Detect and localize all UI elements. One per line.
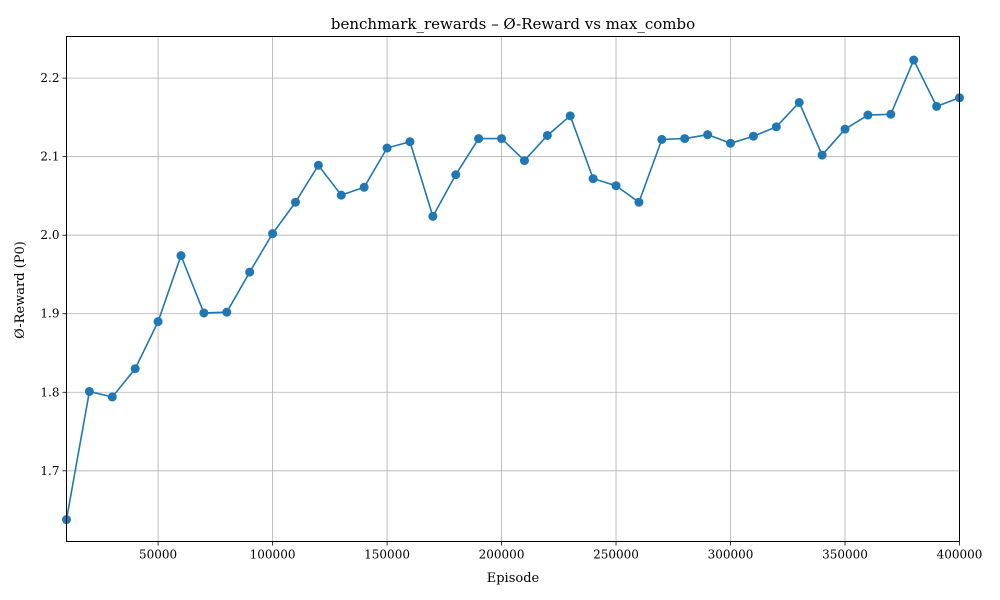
data-point <box>153 317 163 327</box>
grid <box>66 36 960 542</box>
x-tick-label: 250000 <box>593 548 639 562</box>
axis-ticks: 50000 100000 150000 200000 250000 300000 35000… <box>40 71 982 561</box>
data-point <box>542 130 552 140</box>
x-tick-label: 150000 <box>364 548 410 562</box>
data-point <box>840 124 850 134</box>
data-point <box>290 197 300 207</box>
data-point <box>130 364 140 374</box>
data-point <box>932 101 942 111</box>
x-tick-label: 200000 <box>479 548 525 562</box>
data-point <box>611 181 621 191</box>
data-point <box>771 122 781 132</box>
data-point <box>886 109 896 119</box>
data-point <box>794 97 804 107</box>
x-axis-label: Episode <box>487 571 540 586</box>
plot-frame <box>66 36 960 542</box>
data-point <box>176 251 186 261</box>
data-point <box>313 160 323 170</box>
y-axis-label: Ø-Reward (P0) <box>13 241 28 339</box>
x-tick-label: 100000 <box>250 548 296 562</box>
chart-title: benchmark_rewards – Ø-Reward vs max_comb… <box>331 15 695 33</box>
data-point <box>222 307 232 317</box>
data-point <box>565 111 575 121</box>
x-tick-label: 50000 <box>139 548 177 562</box>
data-point <box>382 143 392 153</box>
data-point <box>519 156 529 166</box>
data-point <box>703 130 713 140</box>
data-point <box>84 386 94 396</box>
y-tick-label: 1.7 <box>40 464 59 478</box>
x-tick-label: 400000 <box>937 548 983 562</box>
data-point <box>748 131 758 141</box>
data-point <box>588 174 598 184</box>
series-group <box>62 55 964 525</box>
data-point <box>909 55 919 65</box>
data-point <box>474 134 484 144</box>
y-tick-label: 2.1 <box>40 150 59 164</box>
data-point <box>245 267 255 277</box>
data-point <box>451 170 461 180</box>
y-tick-label: 2.2 <box>40 71 59 85</box>
data-point <box>634 197 644 207</box>
data-point <box>268 229 278 239</box>
data-point <box>428 211 438 221</box>
data-point <box>336 190 346 200</box>
data-point <box>199 308 209 318</box>
data-point <box>863 110 873 120</box>
data-point <box>817 150 827 160</box>
series-line <box>65 59 960 520</box>
x-tick-label: 350000 <box>822 548 868 562</box>
y-tick-label: 1.8 <box>40 385 59 399</box>
y-tick-label: 1.9 <box>40 307 59 321</box>
data-point <box>107 392 117 402</box>
data-point <box>680 134 690 144</box>
y-tick-label: 2.0 <box>40 228 59 242</box>
data-point <box>497 134 507 144</box>
data-point <box>657 134 667 144</box>
data-point <box>726 138 736 148</box>
data-point <box>405 137 415 147</box>
x-tick-label: 300000 <box>708 548 754 562</box>
data-point <box>359 182 369 192</box>
